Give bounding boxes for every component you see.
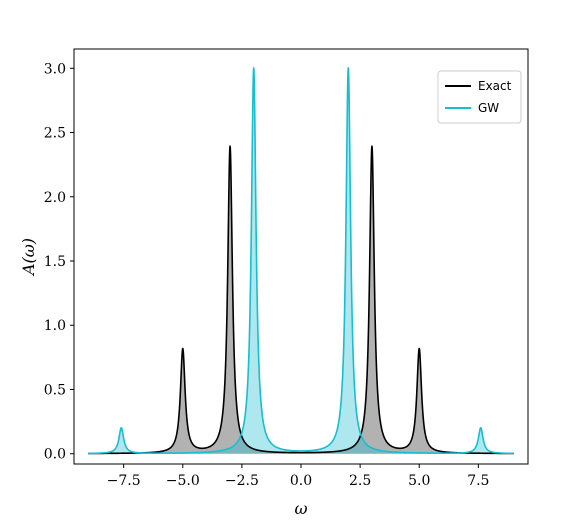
series-fill-exact bbox=[88, 146, 514, 454]
y-tick-label: 2.5 bbox=[44, 126, 66, 142]
y-tick-label: 2.0 bbox=[44, 190, 66, 206]
series-line-gw bbox=[87, 67, 515, 455]
series-fills bbox=[88, 67, 514, 454]
x-axis-ticks: −7.5 −5.0 −2.5 0.0 2.5 5.0 7.5 bbox=[107, 464, 489, 489]
x-axis-label: ω bbox=[294, 499, 307, 518]
y-tick-label: 1.0 bbox=[44, 318, 66, 334]
series-lines bbox=[87, 67, 515, 455]
y-tick-label: 0.0 bbox=[44, 447, 66, 463]
y-tick-label: 3.0 bbox=[44, 61, 66, 77]
y-tick-label: 1.5 bbox=[44, 254, 66, 270]
x-tick-label: 7.5 bbox=[467, 473, 489, 489]
legend-box bbox=[437, 70, 522, 124]
x-tick-label: −7.5 bbox=[107, 473, 141, 489]
x-tick-label: 5.0 bbox=[408, 473, 430, 489]
y-axis-ticks: 0.0 0.5 1.0 1.5 2.0 2.5 3.0 bbox=[44, 61, 74, 463]
x-tick-label: −5.0 bbox=[166, 473, 200, 489]
x-tick-label: −2.5 bbox=[225, 473, 259, 489]
series-line-exact bbox=[87, 145, 515, 455]
legend-label-exact: Exact bbox=[478, 79, 512, 93]
series-fill-gw bbox=[88, 67, 514, 454]
legend: Exact GW bbox=[437, 70, 522, 124]
legend-label-gw: GW bbox=[478, 101, 499, 115]
y-axis-label: A(ω) bbox=[19, 238, 38, 277]
y-tick-label: 0.5 bbox=[44, 382, 66, 398]
x-tick-label: 2.5 bbox=[349, 473, 371, 489]
x-tick-label: 0.0 bbox=[290, 473, 312, 489]
